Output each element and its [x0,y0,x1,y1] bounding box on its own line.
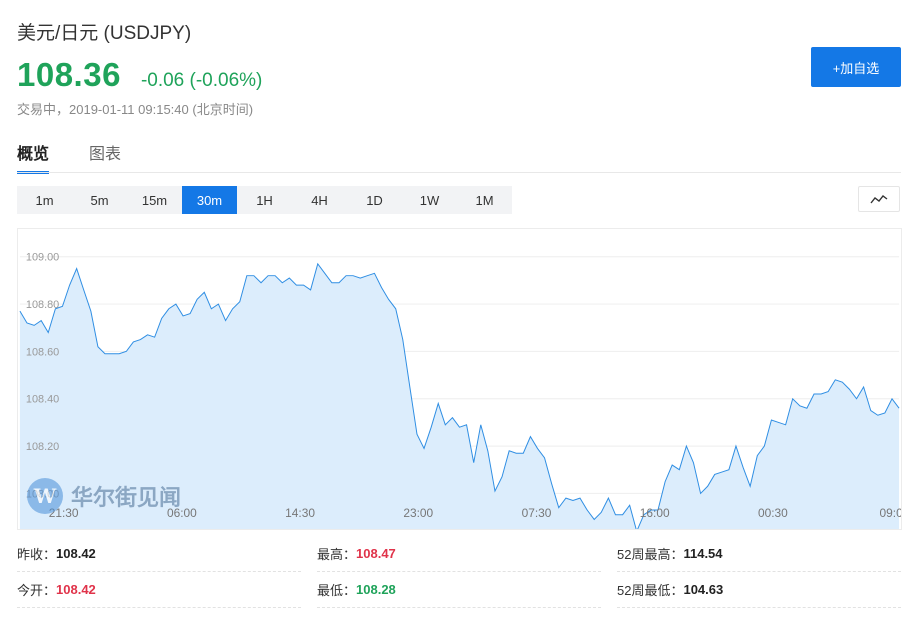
y-tick-label: 108.60 [26,346,59,358]
tab-chart[interactable]: 图表 [89,140,121,174]
x-tick-label: 07:30 [522,506,552,520]
line-chart-icon [870,193,888,205]
view-tabs: 概览 图表 [17,140,161,174]
add-watchlist-button[interactable]: +加自选 [811,47,901,87]
stat-prev-close: 昨收： 108.42 [17,536,301,572]
period-1w[interactable]: 1W [402,186,457,214]
period-1h[interactable]: 1H [237,186,292,214]
watermark-logo: W [27,478,63,514]
period-4h[interactable]: 4H [292,186,347,214]
period-1d[interactable]: 1D [347,186,402,214]
x-tick-label: 16:00 [640,506,670,520]
x-tick-label: 14:30 [285,506,315,520]
period-selector: 1m 5m 15m 30m 1H 4H 1D 1W 1M [17,186,512,214]
stat-high: 最高： 108.47 [317,536,601,572]
watermark-text: 华尔街见闻 [71,480,181,512]
trading-status: 交易中，2019-01-11 09:15:40 (北京时间) [17,99,253,118]
price-change: -0.06 (-0.06%) [141,70,262,92]
tab-overview[interactable]: 概览 [17,140,49,174]
instrument-title: 美元/日元 (USDJPY) [17,18,191,45]
y-tick-label: 109.00 [26,252,59,264]
period-30m[interactable]: 30m [182,186,237,214]
stat-low: 最低： 108.28 [317,572,601,608]
y-tick-label: 108.20 [26,441,59,453]
chart-type-button[interactable] [858,186,900,212]
x-tick-label: 09:0 [880,506,902,520]
y-tick-label: 108.40 [26,394,59,406]
tabs-divider [17,172,901,173]
current-price: 108.36 [17,56,121,94]
price-row: 108.36 -0.06 (-0.06%) [17,56,262,94]
x-tick-label: 00:30 [758,506,788,520]
stat-52w-high: 52周最高： 114.54 [617,536,901,572]
period-1month[interactable]: 1M [457,186,512,214]
watermark: W 华尔街见闻 [27,478,181,514]
period-5m[interactable]: 5m [72,186,127,214]
stat-52w-low: 52周最低： 104.63 [617,572,901,608]
x-tick-label: 23:00 [403,506,433,520]
period-15m[interactable]: 15m [127,186,182,214]
period-1m[interactable]: 1m [17,186,72,214]
stat-open: 今开： 108.42 [17,572,301,608]
y-tick-label: 108.80 [26,299,59,311]
